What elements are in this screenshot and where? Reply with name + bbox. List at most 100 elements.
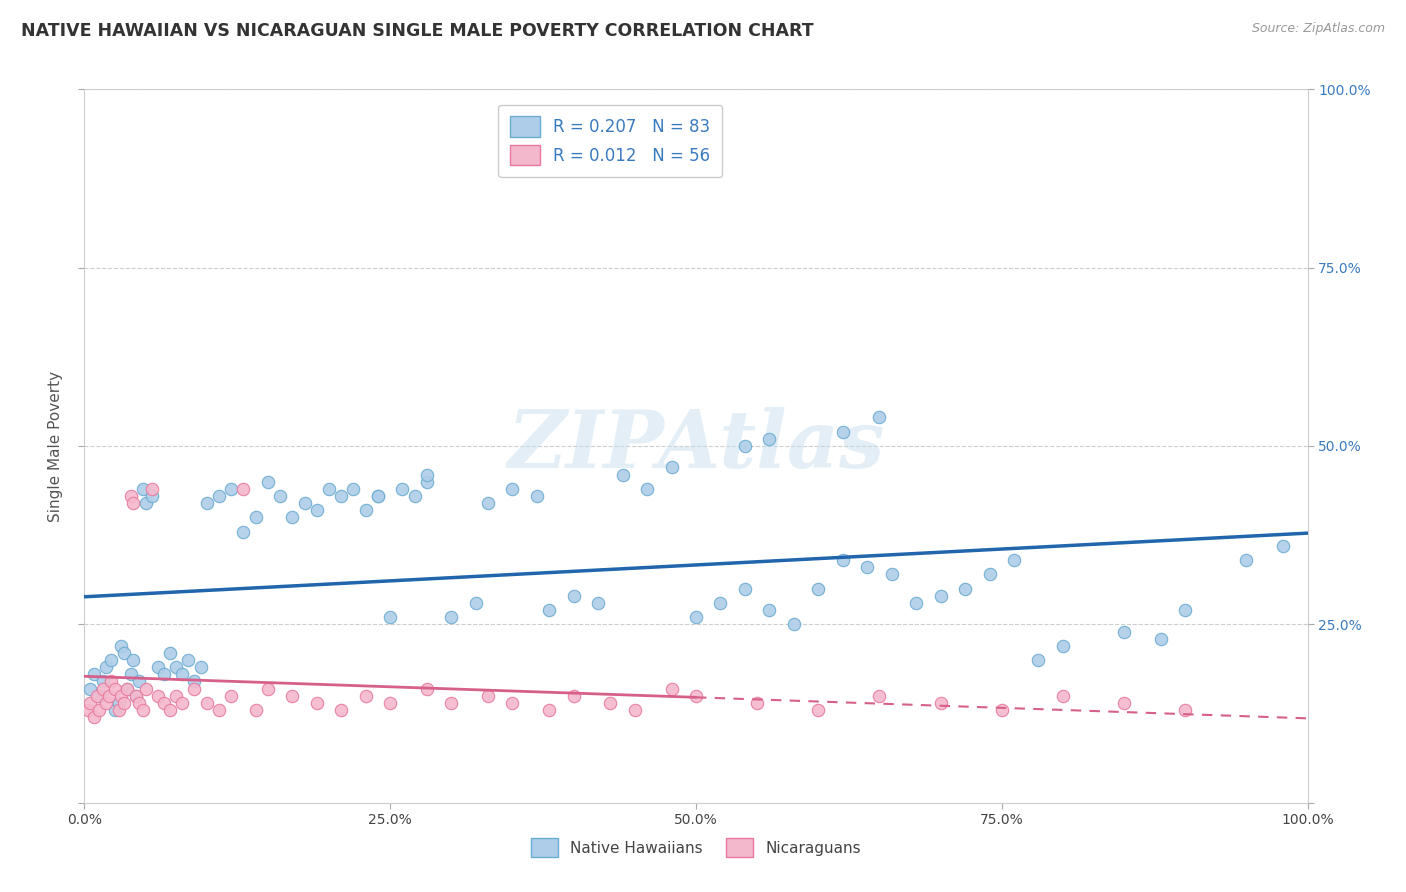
Point <box>929 589 952 603</box>
Point <box>183 681 205 696</box>
Point <box>146 660 169 674</box>
Point <box>905 596 928 610</box>
Point <box>869 410 891 425</box>
Point <box>1114 696 1136 710</box>
Point <box>97 689 120 703</box>
Point <box>538 703 561 717</box>
Point <box>219 482 242 496</box>
Point <box>758 432 780 446</box>
Point <box>367 489 389 503</box>
Point <box>354 689 377 703</box>
Point <box>153 696 176 710</box>
Point <box>342 482 364 496</box>
Point <box>87 689 110 703</box>
Point <box>120 489 142 503</box>
Point <box>110 639 132 653</box>
Point <box>135 681 157 696</box>
Point <box>1028 653 1050 667</box>
Point <box>526 489 548 503</box>
Point <box>831 425 853 439</box>
Point <box>128 674 150 689</box>
Point <box>416 475 439 489</box>
Point <box>83 667 105 681</box>
Point <box>747 696 769 710</box>
Point <box>330 489 353 503</box>
Point <box>562 689 585 703</box>
Point <box>100 653 122 667</box>
Point <box>107 696 129 710</box>
Point <box>104 681 127 696</box>
Point <box>165 689 187 703</box>
Point <box>172 696 194 710</box>
Point <box>159 646 181 660</box>
Point <box>661 460 683 475</box>
Point <box>281 510 304 524</box>
Point <box>599 696 621 710</box>
Point <box>208 703 231 717</box>
Point <box>502 482 524 496</box>
Text: NATIVE HAWAIIAN VS NICARAGUAN SINGLE MALE POVERTY CORRELATION CHART: NATIVE HAWAIIAN VS NICARAGUAN SINGLE MAL… <box>21 22 814 40</box>
Point <box>294 496 316 510</box>
Point <box>440 610 463 624</box>
Point <box>318 482 340 496</box>
Point <box>586 596 609 610</box>
Point <box>195 496 218 510</box>
Point <box>305 696 328 710</box>
Point <box>115 681 138 696</box>
Point <box>807 582 830 596</box>
Point <box>709 596 731 610</box>
Point <box>1114 624 1136 639</box>
Point <box>880 567 903 582</box>
Point <box>305 503 328 517</box>
Point <box>208 489 231 503</box>
Point <box>1150 632 1173 646</box>
Point <box>115 681 138 696</box>
Point <box>502 696 524 710</box>
Point <box>132 703 155 717</box>
Point <box>1174 603 1197 617</box>
Point <box>77 703 100 717</box>
Point <box>416 681 439 696</box>
Point <box>1272 539 1295 553</box>
Point <box>979 567 1001 582</box>
Point <box>172 667 194 681</box>
Text: Source: ZipAtlas.com: Source: ZipAtlas.com <box>1251 22 1385 36</box>
Point <box>1052 639 1074 653</box>
Point <box>135 496 157 510</box>
Point <box>107 703 129 717</box>
Point <box>929 696 952 710</box>
Point <box>734 582 756 596</box>
Point <box>91 674 114 689</box>
Point <box>86 689 108 703</box>
Point <box>831 553 853 567</box>
Point <box>96 696 118 710</box>
Point <box>440 696 463 710</box>
Point <box>1174 703 1197 717</box>
Point <box>269 489 291 503</box>
Point <box>869 689 891 703</box>
Point <box>991 703 1014 717</box>
Point <box>141 482 163 496</box>
Point <box>685 689 707 703</box>
Point <box>91 681 114 696</box>
Point <box>783 617 806 632</box>
Point <box>281 689 304 703</box>
Point <box>354 503 377 517</box>
Point <box>122 653 145 667</box>
Point <box>257 681 280 696</box>
Point <box>128 696 150 710</box>
Point <box>122 496 145 510</box>
Point <box>562 589 585 603</box>
Point <box>132 482 155 496</box>
Point <box>477 689 499 703</box>
Point <box>79 696 101 710</box>
Legend: Native Hawaiians, Nicaraguans: Native Hawaiians, Nicaraguans <box>524 832 868 863</box>
Point <box>685 610 707 624</box>
Point <box>612 467 634 482</box>
Point <box>125 689 148 703</box>
Point <box>330 703 353 717</box>
Point <box>404 489 426 503</box>
Point <box>159 703 181 717</box>
Point <box>165 660 187 674</box>
Point <box>219 689 242 703</box>
